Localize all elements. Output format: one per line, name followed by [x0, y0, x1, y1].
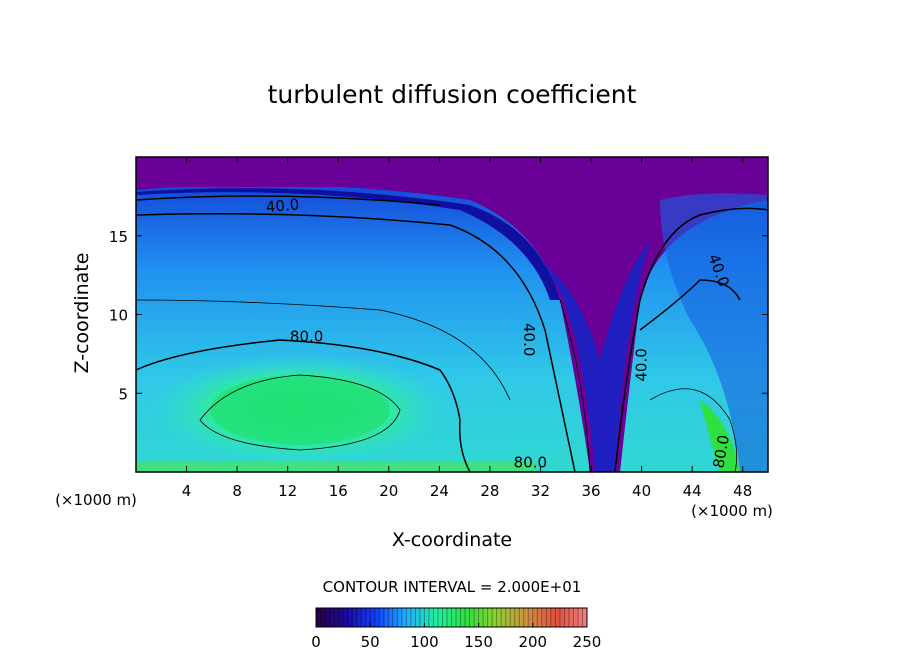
x-tick-label: 44 — [683, 482, 702, 500]
colorbar-tick-label: 150 — [464, 633, 493, 651]
colorbar: 0 50 100 150 200 250 — [311, 607, 602, 651]
y-axis-label: Z-coordinate — [71, 253, 93, 374]
colorbar-tick-label: 200 — [518, 633, 547, 651]
contour-label: 80.0 — [709, 434, 733, 470]
x-tick-label: 40 — [632, 482, 651, 500]
colorbar-tick-label: 100 — [410, 633, 439, 651]
x-tick-label: 36 — [581, 482, 600, 500]
contour-interval: CONTOUR INTERVAL = 2.000E+01 — [323, 578, 582, 596]
contour-field — [136, 157, 768, 472]
contour-label: 80.0 — [514, 454, 547, 472]
x-tick-label: 28 — [480, 482, 499, 500]
contour-label: 40.0 — [265, 195, 300, 216]
contour-label: 40.0 — [520, 323, 538, 356]
contour-label: 40.0 — [633, 348, 651, 381]
x-tick-label: 20 — [379, 482, 398, 500]
colorbar-tick-label: 250 — [573, 633, 602, 651]
contour-label: 80.0 — [290, 328, 323, 346]
x-axis-label: X-coordinate — [392, 529, 512, 551]
x-tick-label: 32 — [531, 482, 550, 500]
y-unit: (×1000 m) — [55, 491, 137, 509]
x-unit: (×1000 m) — [691, 502, 773, 520]
x-tick-label: 48 — [733, 482, 752, 500]
x-tick-label: 12 — [278, 482, 297, 500]
x-tick-label: 24 — [430, 482, 449, 500]
colorbar-tick-label: 50 — [361, 633, 380, 651]
chart-title: turbulent diffusion coefficient — [268, 80, 637, 109]
y-tick-label: 15 — [109, 228, 128, 246]
y-tick-label: 5 — [118, 385, 128, 403]
colorbar-fill — [316, 608, 587, 627]
x-tick-label: 8 — [232, 482, 242, 500]
x-tick-label: 16 — [329, 482, 348, 500]
x-tick-label: 4 — [182, 482, 192, 500]
colorbar-tick-label: 0 — [311, 633, 321, 651]
y-tick-label: 10 — [109, 307, 128, 325]
colorbar-frame — [315, 607, 588, 628]
